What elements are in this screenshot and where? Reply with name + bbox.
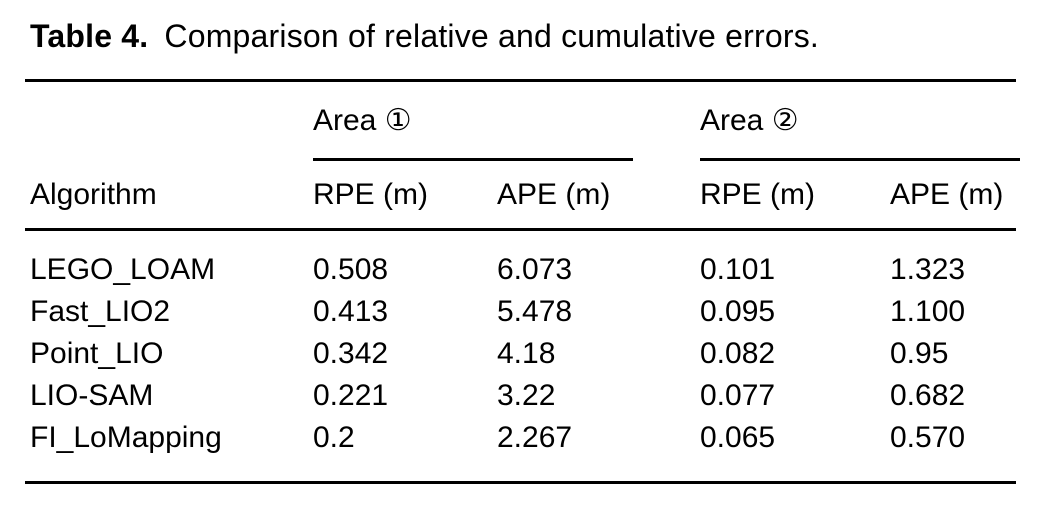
column-header-area1-rpe: RPE (m) [313, 178, 428, 211]
group-header-row: Area ① Area ② [0, 100, 1038, 142]
table-row: LIO-SAM 0.221 3.22 0.077 0.682 [0, 375, 1038, 417]
area2-rpe-value: 0.077 [700, 379, 776, 412]
table-top-rule [25, 79, 1016, 82]
area1-ape-value: 3.22 [497, 379, 556, 412]
column-header-area2-rpe: RPE (m) [700, 178, 815, 211]
column-header-area1-ape: APE (m) [497, 178, 611, 211]
area1-rpe-value: 0.2 [313, 421, 355, 454]
area2-rpe-value: 0.095 [700, 295, 776, 328]
area1-ape-value: 6.073 [497, 253, 573, 286]
area2-ape-value: 1.100 [890, 295, 966, 328]
column-header-algorithm: Algorithm [30, 178, 157, 211]
area1-rpe-value: 0.508 [313, 253, 389, 286]
area1-rpe-value: 0.221 [313, 379, 389, 412]
area2-rpe-value: 0.082 [700, 337, 776, 370]
table-caption-text: Comparison of relative and cumulative er… [164, 18, 819, 54]
table-row: LEGO_LOAM 0.508 6.073 0.101 1.323 [0, 249, 1038, 291]
column-header-area2-ape: APE (m) [890, 178, 1004, 211]
area2-ape-value: 0.682 [890, 379, 966, 412]
area1-rpe-value: 0.413 [313, 295, 389, 328]
table-caption: Table 4. Comparison of relative and cumul… [30, 18, 819, 55]
area2-ape-value: 0.570 [890, 421, 966, 454]
column-header-row: Algorithm RPE (m) APE (m) RPE (m) APE (m… [0, 174, 1038, 216]
area2-ape-value: 1.323 [890, 253, 966, 286]
area2-rpe-value: 0.101 [700, 253, 776, 286]
area1-ape-value: 4.18 [497, 337, 556, 370]
table-row: Fast_LIO2 0.413 5.478 0.095 1.100 [0, 291, 1038, 333]
algorithm-name: FI_LoMapping [30, 421, 222, 454]
algorithm-name: LIO-SAM [30, 379, 154, 412]
area2-group-underline [700, 158, 1020, 161]
algorithm-name: Point_LIO [30, 337, 164, 370]
table-caption-number: Table 4. [30, 18, 149, 54]
area2-rpe-value: 0.065 [700, 421, 776, 454]
area2-ape-value: 0.95 [890, 337, 949, 370]
area1-ape-value: 2.267 [497, 421, 573, 454]
algorithm-name: LEGO_LOAM [30, 253, 216, 286]
algorithm-name: Fast_LIO2 [30, 295, 171, 328]
area1-rpe-value: 0.342 [313, 337, 389, 370]
group-header-area2: Area ② [700, 104, 799, 137]
table-bottom-rule [25, 481, 1016, 484]
area1-ape-value: 5.478 [497, 295, 573, 328]
group-header-area1: Area ① [313, 104, 412, 137]
table-header-rule [25, 228, 1016, 231]
table-row: FI_LoMapping 0.2 2.267 0.065 0.570 [0, 417, 1038, 459]
table-row: Point_LIO 0.342 4.18 0.082 0.95 [0, 333, 1038, 375]
area1-group-underline [313, 158, 633, 161]
